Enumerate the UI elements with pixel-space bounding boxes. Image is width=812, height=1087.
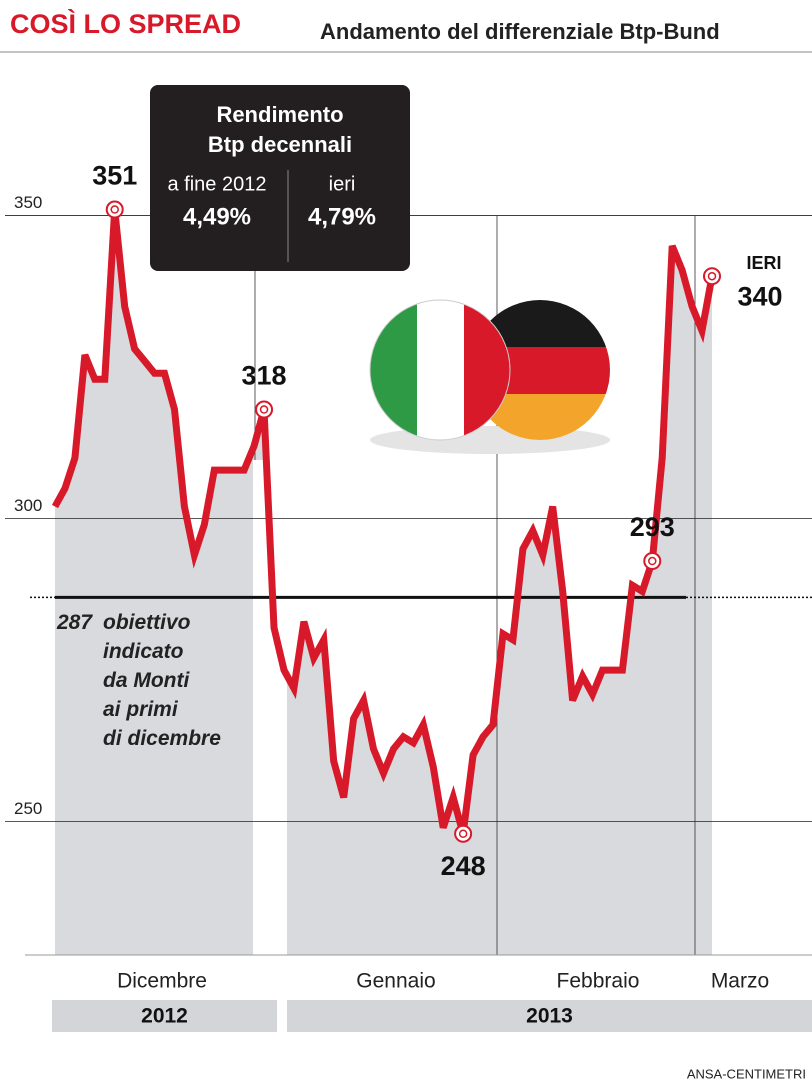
point-marker: [455, 826, 471, 842]
x-tick-label: Febbraio: [557, 970, 640, 993]
info-label: a fine 2012: [168, 173, 267, 195]
title: COSÌ LO SPREAD: [10, 8, 241, 39]
point-label: 248: [441, 851, 486, 881]
point-marker: [704, 268, 720, 284]
source: ANSA-CENTIMETRI: [687, 1066, 806, 1081]
target-note: obiettivo: [103, 611, 191, 634]
info-title: Btp decennali: [208, 132, 352, 157]
year-label: 2012: [141, 1005, 188, 1028]
info-box: Rendimento Btp decennali a fine 2012 4,4…: [150, 85, 410, 271]
y-tick-label: 350: [14, 193, 42, 212]
target-note: indicato: [103, 640, 184, 663]
point-label: 318: [242, 361, 287, 391]
point-label: 351: [92, 161, 137, 191]
point-marker: [256, 402, 272, 418]
y-tick-label: 250: [14, 799, 42, 818]
target-note: ai primi: [103, 698, 179, 721]
info-title: Rendimento: [216, 102, 343, 127]
x-tick-label: Gennaio: [356, 970, 435, 993]
point-marker: [644, 553, 660, 569]
info-value: 4,49%: [183, 203, 251, 230]
point-label: 340: [737, 281, 782, 311]
point-marker: [107, 202, 123, 218]
plot: 250 300 350 287 obiettivo indicato da Monti ai …: [5, 161, 812, 1032]
info-value: 4,79%: [308, 203, 376, 230]
y-tick-label: 300: [14, 496, 42, 515]
flags: [370, 300, 610, 454]
point-tag: IERI: [746, 253, 781, 273]
page: {"header": {"title": "COSÌ LO SPREAD", "…: [0, 0, 812, 1087]
subtitle: Andamento del differenziale Btp-Bund: [320, 19, 720, 44]
x-tick-label: Dicembre: [117, 970, 207, 993]
point-label: 293: [630, 512, 675, 542]
target-note: di dicembre: [103, 727, 221, 750]
chart: COSÌ LO SPREAD Andamento del differenzia…: [0, 0, 812, 1087]
area: [55, 210, 712, 956]
target-note: da Monti: [103, 669, 190, 692]
year-label: 2013: [526, 1005, 573, 1028]
x-tick-label: Marzo: [711, 970, 769, 993]
info-label: ieri: [329, 173, 356, 195]
target-value: 287: [56, 611, 93, 634]
